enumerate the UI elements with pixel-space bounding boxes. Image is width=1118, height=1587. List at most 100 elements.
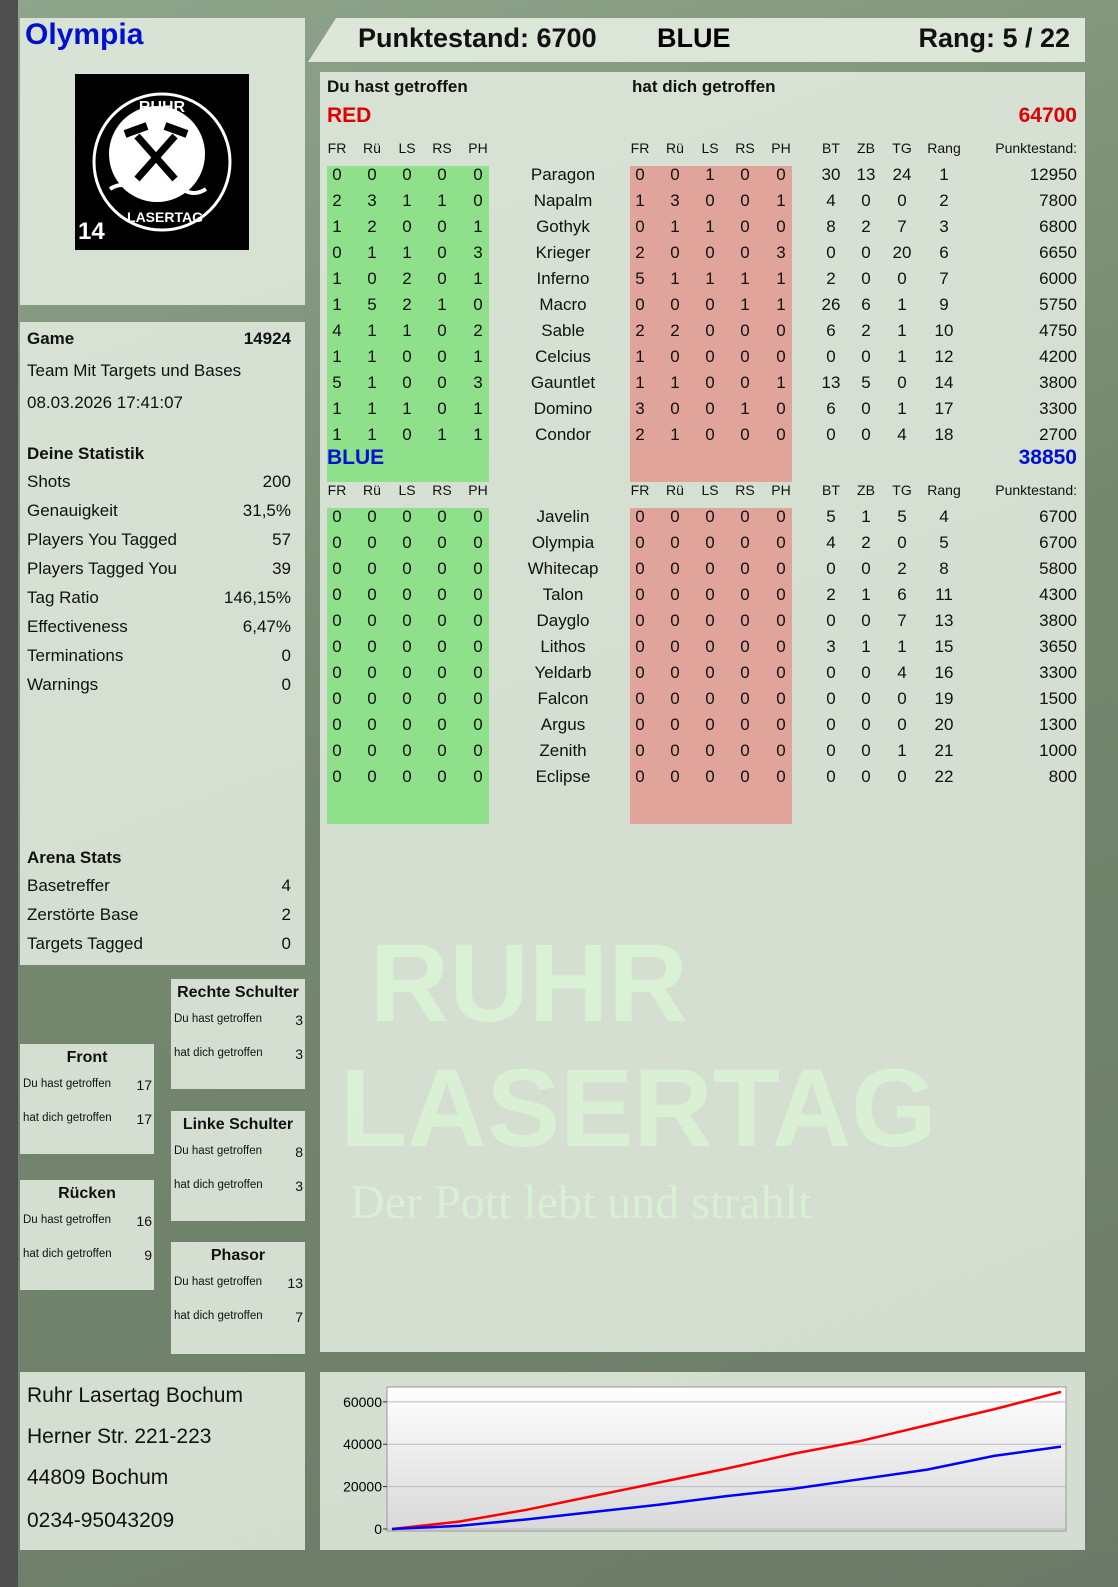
got-value: 1 [670,373,680,392]
got-value: 0 [776,321,786,340]
extra-value: 30 [821,165,841,184]
extra-value: 15 [934,637,954,656]
player-score: 6650 [1039,243,1077,262]
got-value: 0 [705,399,715,418]
column-header: RS [735,140,755,156]
hit-value: 1 [402,399,412,418]
player-score: 7800 [1039,191,1077,210]
got-columns-bg [630,166,792,482]
hit-value: 0 [402,741,412,760]
hit-value: 0 [332,243,342,262]
column-header: Rü [666,482,684,498]
player-row: 1 1 1 0 1 Domino 3 0 0 1 0 6 0 1 17 3300 [320,396,1085,422]
extra-value: 0 [897,191,907,210]
extra-value: 4 [897,663,907,682]
player-row: 0 0 0 0 0 Dayglo 0 0 0 0 0 0 0 7 13 3800 [320,608,1085,634]
hit-value: 0 [473,559,483,578]
hit-value: 0 [402,585,412,604]
hit-columns-bg [327,508,489,824]
stat-row: Genauigkeit 31,5% [27,501,291,521]
player-row: 4 1 1 0 2 Sable 2 2 0 0 0 6 2 1 10 4750 [320,318,1085,344]
hit-value: 0 [402,425,412,444]
extra-value: 6 [826,321,836,340]
player-name: Olympia [531,533,595,552]
svg-text:LASERTAG: LASERTAG [127,209,203,225]
hit-value: 0 [437,399,447,418]
stat-label: Terminations [27,646,124,665]
hit-value: 1 [437,425,447,444]
extra-value: 13 [934,611,954,630]
player-name: Talon [542,585,584,604]
hit-value: 1 [437,191,447,210]
extra-value: 0 [826,243,836,262]
hit-value: 5 [332,373,342,392]
hit-value: 1 [332,295,342,314]
extra-value: 0 [861,689,871,708]
zone-got-label: hat dich getroffen [174,1310,263,1322]
hit-value: 0 [437,217,447,236]
extra-value: 4 [826,533,836,552]
extra-value: 8 [826,217,836,236]
hit-value: 1 [367,425,377,444]
hit-value: 0 [437,533,447,552]
extra-value: 4 [939,507,949,526]
player-score: 1500 [1039,689,1077,708]
got-value: 0 [776,637,786,656]
extra-value: 5 [861,373,871,392]
extra-value: 8 [939,559,949,578]
player-row: 0 0 0 0 0 Olympia 0 0 0 0 0 4 2 0 5 6700 [320,530,1085,556]
player-name: Gothyk [536,217,590,236]
left-strip [0,0,18,1587]
player-name: Zenith [539,741,587,760]
player-row: 0 1 1 0 3 Krieger 2 0 0 0 3 0 0 20 6 6650 [320,240,1085,266]
hit-value: 0 [332,741,342,760]
y-tick-label: 0 [374,1521,382,1537]
hit-value: 0 [437,715,447,734]
extra-value: 0 [861,715,871,734]
column-header: PH [468,140,488,156]
extra-value: 0 [826,611,836,630]
got-value: 1 [740,399,750,418]
player-score: 3800 [1039,373,1077,392]
column-header-row: FR Rü LS RS PH FR Rü LS RS PH BT ZB TG Rang Punktestan… [320,477,1085,503]
stat-value: 6,47% [242,617,291,636]
player-score: 3300 [1039,399,1077,418]
extra-value: 2 [861,217,871,236]
hit-value: 0 [437,165,447,184]
extra-value: 24 [892,165,912,184]
hit-value: 0 [402,611,412,630]
extra-value: 0 [861,767,871,786]
got-value: 2 [670,321,680,340]
arena-stat-label: Zerstörte Base [27,905,139,924]
player-score: 1000 [1039,741,1077,760]
logo-icon: RUHR LASERTAG [92,92,232,232]
hit-value: 2 [332,191,342,210]
player-row: 1 0 2 0 1 Inferno 5 1 1 1 1 2 0 0 7 6000 [320,266,1085,292]
column-header: LS [398,482,416,498]
game-datetime: 08.03.2026 17:41:07 [27,393,183,412]
hit-value: 2 [473,321,483,340]
hit-value: 0 [402,637,412,656]
stat-row: Players Tagged You 39 [27,559,291,579]
player-score: 6700 [1039,507,1077,526]
got-value: 0 [705,347,715,366]
hit-value: 0 [367,663,377,682]
extra-value: 13 [821,373,841,392]
game-mode: Team Mit Targets und Bases [27,361,242,380]
column-header: PH [771,482,791,498]
hit-value: 1 [367,243,377,262]
hit-value: 1 [332,269,342,288]
extra-value: 13 [856,165,876,184]
hit-value: 2 [402,295,412,314]
zone-got-label: hat dich getroffen [174,1179,263,1191]
player-score: 800 [1048,767,1077,786]
got-value: 5 [635,269,645,288]
got-value: 0 [740,191,750,210]
column-header: RS [432,140,452,156]
zone-phasor-panel: Phasor Du hast getroffen 13 hat dich getrof… [171,1242,305,1354]
got-value: 0 [776,715,786,734]
hit-value: 4 [332,321,342,340]
got-value: 0 [740,347,750,366]
extra-value: 5 [826,507,836,526]
got-value: 3 [670,191,680,210]
